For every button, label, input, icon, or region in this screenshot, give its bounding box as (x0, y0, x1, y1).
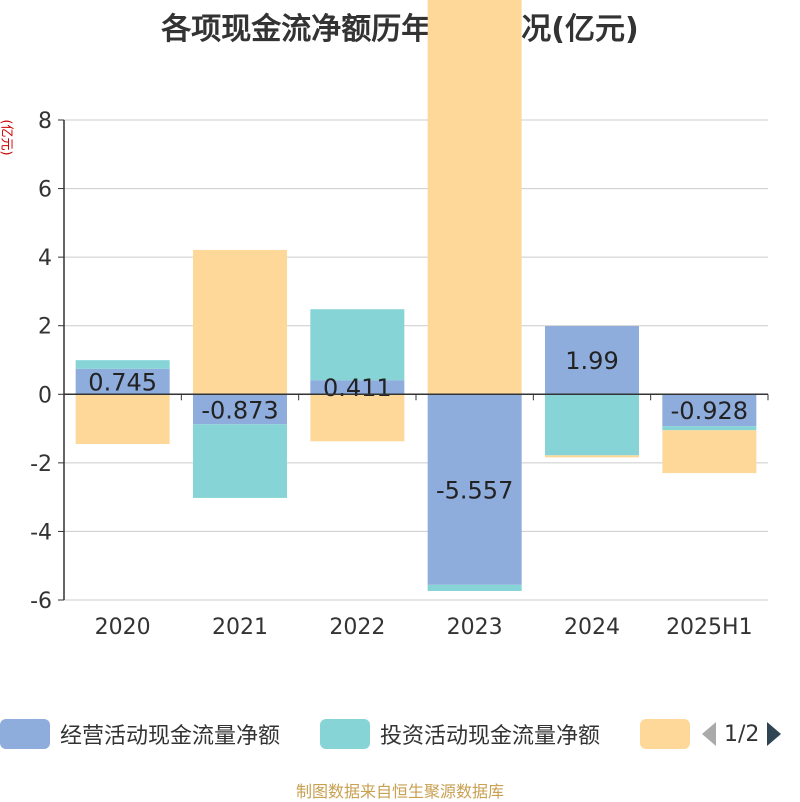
x-tick-label: 2022 (329, 615, 385, 640)
bar-0-2020 (75, 368, 170, 395)
legend-item[interactable] (640, 716, 690, 752)
data-label: 0.745 (88, 369, 157, 397)
legend-swatch (640, 719, 690, 749)
y-tick-label: -6 (30, 589, 52, 614)
bar-0-2022 (310, 380, 405, 395)
data-label: 0.411 (323, 374, 392, 402)
pager-text: 1/2 (724, 721, 760, 747)
data-label: -0.928 (671, 397, 748, 425)
legend-item[interactable]: 经营活动现金流量净额 (0, 716, 280, 752)
data-label: -0.873 (201, 396, 278, 424)
bar-2-2025H1 (662, 430, 757, 474)
bar-1-2023 (427, 584, 522, 591)
data-label: 1.99 (565, 347, 618, 375)
chart-title: 各项现金流净额历年变化情况(亿元) (161, 12, 639, 47)
bar-0-2024 (545, 326, 639, 395)
legend: 经营活动现金流量净额 投资活动现金流量净额 (0, 716, 800, 752)
bar-2-2020 (75, 394, 170, 444)
x-tick-label: 2020 (95, 615, 151, 640)
bar-2-2024 (545, 455, 639, 458)
y-tick-label: 2 (38, 315, 52, 340)
legend-swatch (320, 719, 370, 749)
data-source-note: 制图数据来自恒生聚源数据库 (295, 782, 504, 801)
x-tick-label: 2024 (564, 615, 620, 640)
x-tick-label: 2021 (212, 615, 268, 640)
y-tick-label: -4 (30, 520, 52, 545)
legend-label: 经营活动现金流量净额 (60, 724, 281, 749)
bar-0-2025H1 (662, 394, 757, 427)
bar-1-2021 (193, 424, 287, 498)
bar-2-2022 (310, 394, 405, 442)
bar-1-2020 (75, 360, 170, 369)
legend-item[interactable]: 投资活动现金流量净额 (320, 716, 600, 752)
bar-0-2023 (427, 394, 522, 585)
y-tick-label: 4 (38, 246, 52, 271)
prev-page-icon[interactable] (700, 720, 718, 748)
bar-1-2025H1 (662, 426, 757, 431)
bar-1-2022 (310, 309, 405, 381)
data-label: -5.557 (436, 477, 513, 505)
legend-swatch (0, 719, 50, 749)
x-tick-label: 2023 (447, 615, 503, 640)
legend-label: 投资活动现金流量净额 (380, 724, 601, 749)
bar-1-2024 (545, 394, 639, 456)
y-tick-label: 6 (38, 178, 52, 203)
y-tick-label: 8 (38, 109, 52, 134)
bar-2-2023 (427, 0, 522, 395)
bar-2-2021 (193, 249, 287, 395)
bar-0-2021 (193, 394, 287, 425)
next-page-icon[interactable] (765, 720, 783, 748)
x-tick-label: 2025H1 (666, 615, 753, 640)
y-tick-label: -2 (30, 452, 52, 477)
legend-pager: 1/2 (700, 716, 783, 752)
y-tick-label: 0 (38, 383, 52, 408)
